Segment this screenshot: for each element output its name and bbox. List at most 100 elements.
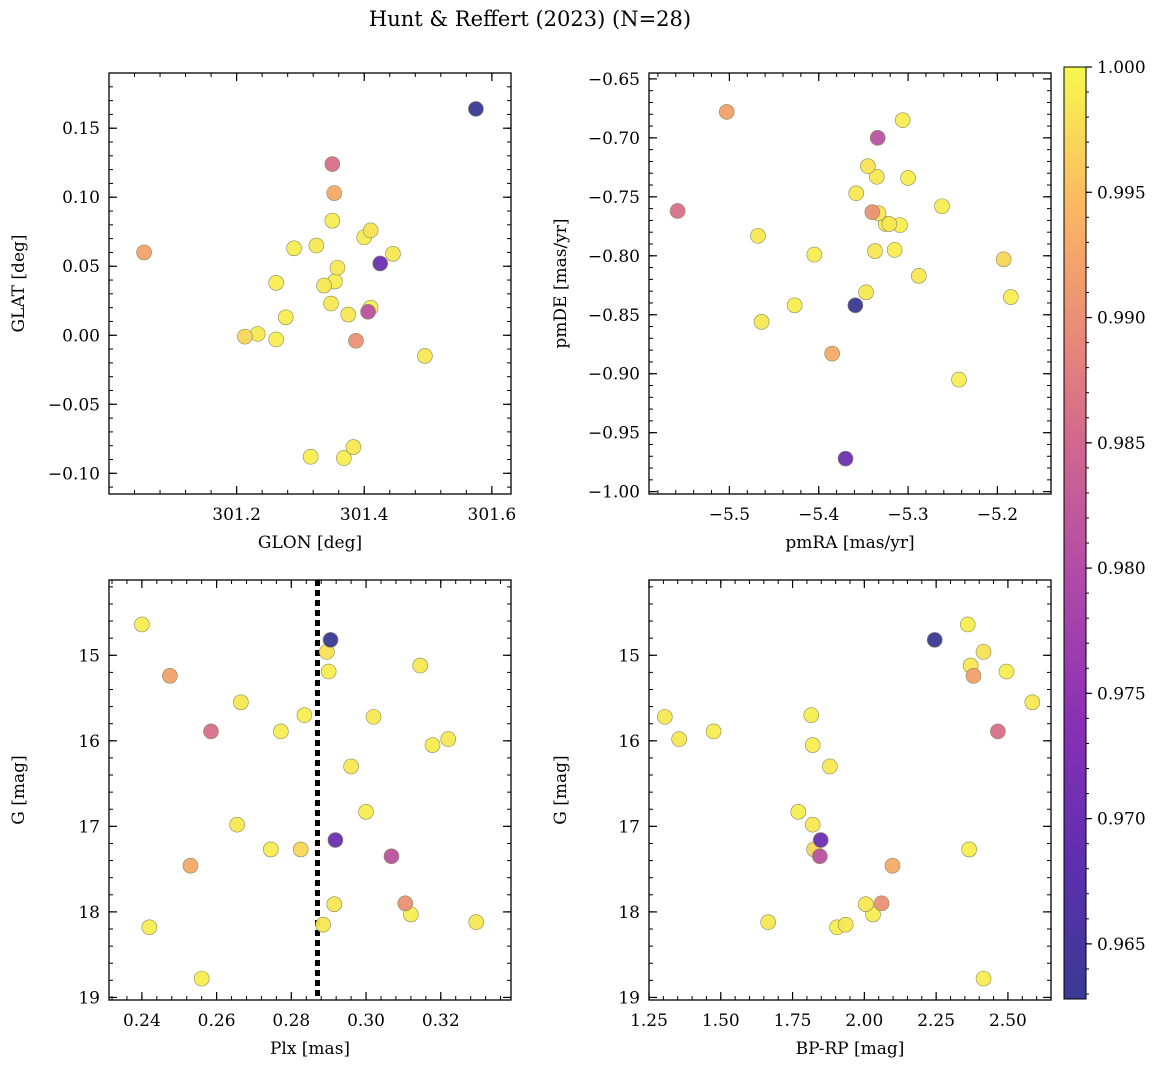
axes-frame [648,579,1052,1001]
colorbar-tick-label: 1.000 [1097,58,1146,78]
x-axis-label: pmRA [mas/yr] [785,533,914,553]
data-point [322,632,339,648]
y-tick-label: 19 [618,988,640,1008]
data-point [718,104,735,120]
data-point [803,707,820,723]
data-point [324,156,341,172]
data-point [417,348,433,364]
x-tick-label: −5.3 [887,505,928,525]
x-tick-label: 2.25 [917,1011,955,1031]
data-point [233,694,249,711]
data-point [864,204,881,220]
figure-title: Hunt & Reffert (2023) (N=28) [369,7,691,31]
y-tick-label: 0.15 [62,119,100,139]
data-point [203,723,219,740]
y-tick-label: 0.00 [62,326,100,346]
y-tick-label: −0.85 [588,306,640,326]
x-tick-label: 0.30 [347,1011,385,1031]
data-point [1002,289,1019,305]
data-point [867,243,883,259]
y-axis-label: G [mag] [551,755,571,824]
y-tick-label: 18 [618,903,640,923]
y-tick-label: 17 [618,817,640,837]
y-tick-label: −0.65 [588,70,640,90]
data-point [273,723,289,740]
data-point [268,275,284,291]
colorbar: 0.965 0.970 0.975 0.980 0.985 0.990 0.995 1.000 [1063,58,1146,1000]
data-point [998,663,1015,680]
data-point [860,158,876,174]
data-point [975,970,992,987]
x-tick-label: 1.75 [774,1011,812,1031]
panel-3: 0.24 0.26 0.28 0.30 0.32 15 16 17 18 19 Plx [mas] G… [9,579,512,1059]
data-point [326,896,343,912]
data-point [837,916,854,933]
data-point [656,709,673,725]
y-tick-label: −0.05 [48,395,100,415]
data-point [858,284,874,301]
x-tick-label: −5.5 [709,505,750,525]
data-point [315,916,331,933]
colorbar-tick-label: 0.965 [1097,935,1146,955]
y-tick-label: −0.95 [588,424,640,444]
x-tick-label: 301.4 [340,505,389,525]
data-point [806,246,823,263]
y-tick-label: 17 [78,817,100,837]
data-point [881,216,898,232]
data-point [804,737,821,753]
panel-1: 301.2 301.4 301.6 −0.10 −0.05 0.00 0.05 0.10 0.1… [9,72,516,553]
data-point [249,326,266,342]
data-point [141,919,158,936]
x-tick-label: 0.28 [272,1011,310,1031]
data-point [277,309,294,326]
x-tick-label: 0.32 [422,1011,460,1031]
data-point [296,707,313,723]
data-point [134,616,150,633]
axes-frame [108,579,512,1001]
x-tick-label: 301.2 [212,505,261,525]
y-tick-label: −0.80 [588,247,640,267]
y-tick-label: −0.70 [588,129,640,149]
colorbar-tick-label: 0.985 [1097,434,1146,454]
panel-4: 1.25 1.50 1.75 2.00 2.25 2.50 15 16 17 18 19 BP-RP … [551,579,1052,1059]
x-tick-label: 0.24 [123,1011,161,1031]
data-point [340,306,357,323]
data-point [292,841,309,858]
data-point [790,804,807,820]
data-point [327,832,344,848]
data-point [848,185,865,202]
x-axis-label: Plx [mas] [270,1039,350,1059]
y-tick-label: 15 [78,646,100,666]
data-point [965,668,982,684]
data-point [705,723,722,740]
data-point [345,439,362,455]
data-point [323,295,339,312]
data-point [824,345,840,362]
y-tick-label: 16 [78,732,100,752]
data-point [468,914,485,930]
data-point [362,222,379,239]
colorbar-tick-label: 0.995 [1097,183,1146,203]
y-tick-label: 15 [618,646,640,666]
data-point [812,848,828,865]
data-point [900,170,916,186]
data-point [412,657,429,674]
data-point [837,450,854,467]
data-point [385,246,401,262]
data-point [268,331,284,348]
axes-frame [108,72,512,495]
data-point [869,130,886,146]
data-point [308,237,325,254]
data-point [671,731,687,747]
data-point [786,297,803,314]
data-point [884,857,901,874]
data-point [397,895,414,912]
x-tick-label: 2.00 [845,1011,883,1031]
data-point [894,112,911,128]
data-point [669,203,686,219]
y-tick-label: 16 [618,732,640,752]
data-point [348,332,364,349]
x-axis-label: GLON [deg] [258,533,362,553]
x-tick-label: −5.2 [977,505,1018,525]
